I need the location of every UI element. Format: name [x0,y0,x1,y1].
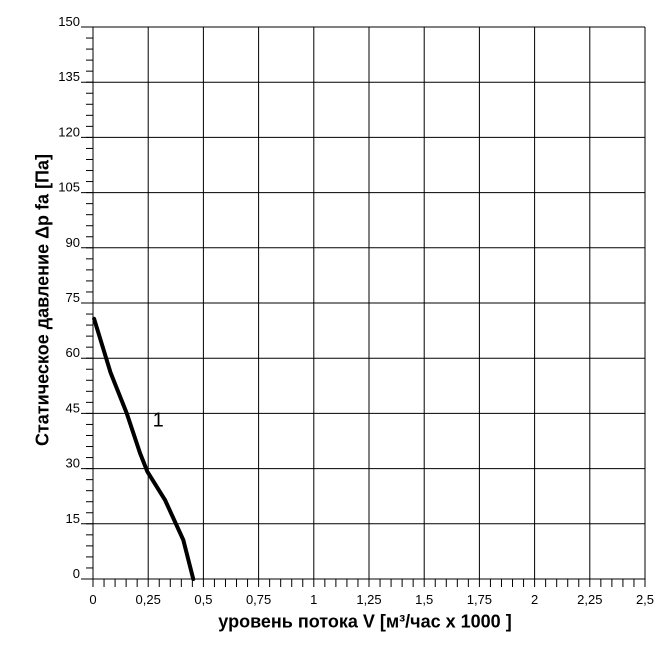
series-label: 1 [153,409,164,431]
y-tick-label: 75 [66,290,80,305]
y-tick-label: 30 [66,456,80,471]
x-tick-label: 0 [89,592,96,607]
x-tick-label: 2,25 [577,592,602,607]
x-tick-label: 0,25 [136,592,161,607]
series-line-1 [92,316,196,581]
x-tick-label: 1 [310,592,317,607]
y-axis-label: Статическое давление Δp fa [Па] [32,153,53,447]
x-tick-label: 1,25 [356,592,381,607]
x-tick-label: 2,5 [636,592,654,607]
y-tick-label: 0 [73,566,80,581]
y-tick-label: 135 [58,69,80,84]
x-tick-label: 2 [531,592,538,607]
y-tick-label: 120 [58,124,80,139]
y-tick-label: 45 [66,400,80,415]
x-tick-label: 1,75 [467,592,492,607]
x-tick-label: 0,75 [246,592,271,607]
x-tick-label: 1,5 [415,592,433,607]
x-tick-label: 0,5 [194,592,212,607]
y-tick-label: 90 [66,235,80,250]
y-tick-label: 60 [66,345,80,360]
y-tick-label: 15 [66,511,80,526]
y-tick-label: 105 [58,180,80,195]
x-axis-label: уровень потока V [м³/час x 1000 ] [218,611,512,632]
y-tick-label: 150 [58,14,80,29]
